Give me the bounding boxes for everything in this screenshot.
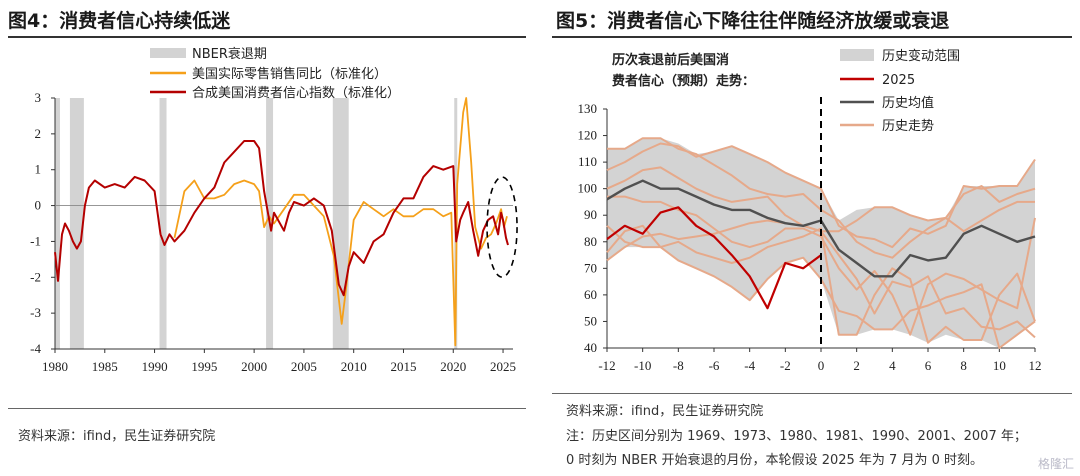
left-ytick-label: -4 (30, 341, 41, 356)
left-xtick-label: 1985 (92, 359, 118, 374)
right-plot-area: 40 50 60 70 80 90 100 110 120 130 -12 -10 -8 -6 -4 -2 0 2… (578, 97, 1042, 373)
left-xtick-label: 2005 (291, 359, 317, 374)
legend-label-range: 历史变动范围 (882, 48, 960, 64)
right-ytick-label: 50 (584, 313, 597, 328)
left-xtick-label: 2010 (341, 359, 367, 374)
left-title-rule (8, 36, 526, 38)
history-line-4 (607, 195, 1036, 336)
right-ytick-label: 100 (578, 181, 598, 196)
right-xtick-label: -12 (598, 358, 615, 373)
legend-label-2025: 2025 (882, 73, 915, 88)
legend-label-retail: 美国实际零售销售同比（标准化） (192, 66, 387, 82)
left-xtick-label: 1980 (42, 359, 68, 374)
right-chart: 历次衰退前后美国消 费者信心（预期）走势： 历史变动范围 2025 历史均值 历… (578, 48, 1042, 373)
left-xtick-label: 1990 (142, 359, 168, 374)
left-xtick-label: 2015 (390, 359, 416, 374)
left-plot-area: -4 -3 -2 -1 0 1 2 3 1980 1985 1990 1995 2000 2005 2010… (30, 90, 518, 374)
right-annotation-line1: 历次衰退前后美国消 (612, 52, 729, 68)
right-legend: 历史变动范围 2025 历史均值 历史走势 (840, 48, 960, 134)
left-xtick-label: 2020 (440, 359, 466, 374)
legend-label-average: 历史均值 (882, 95, 934, 111)
recession-bar-0 (55, 98, 60, 349)
right-ytick-label: 40 (584, 340, 597, 355)
legend-swatch-recession (150, 48, 186, 58)
right-note-line2: 0 时刻为 NBER 开始衰退的月份，本轮假设 2025 年为 7 月为 0 时… (566, 453, 983, 468)
right-xtick-label: 12 (1029, 358, 1042, 373)
right-note-line1: 注：历史区间分别为 1969、1973、1980、1981、1990、2001、… (566, 429, 1027, 444)
right-ytick-label: 120 (578, 128, 598, 143)
right-xtick-label: 4 (889, 358, 896, 373)
history-line-1 (606, 142, 1036, 249)
left-ytick-label: -2 (30, 269, 41, 284)
right-title-rule (552, 36, 1072, 38)
right-xtick-label: -6 (709, 358, 720, 373)
highlight-ellipse (486, 176, 518, 278)
left-ytick-label: 1 (35, 162, 42, 177)
left-xtick-label: 2025 (490, 359, 516, 374)
legend-label-recession: NBER衰退期 (192, 46, 267, 62)
right-ytick-label: 60 (584, 287, 597, 302)
right-annotation-line2: 费者信心（预期）走势： (612, 73, 755, 89)
recession-bar-2 (159, 98, 167, 349)
right-ytick-label: 110 (578, 154, 597, 169)
right-ytick-label: 130 (578, 101, 598, 116)
right-source: 资料来源：ifind，民生证券研究院 (566, 404, 764, 419)
left-source: 资料来源：ifind，民生证券研究院 (18, 429, 216, 444)
left-ytick-label: 3 (35, 90, 42, 105)
left-ytick-label: 0 (35, 198, 42, 213)
left-panel-title: 图4：消费者信心持续低迷 (8, 10, 231, 32)
left-bottom-rule (8, 408, 526, 409)
right-ytick-label: 80 (584, 234, 597, 249)
right-ytick-label: 90 (584, 207, 597, 222)
watermark: 格隆汇 (1037, 457, 1074, 471)
legend-swatch-range (840, 49, 874, 61)
left-xtick-label: 2000 (241, 359, 267, 374)
history-line-3 (606, 225, 1036, 344)
left-chart: NBER衰退期 美国实际零售销售同比（标准化） 合成美国消费者信心指数（标准化）… (30, 46, 518, 374)
right-xtick-label: -2 (780, 358, 791, 373)
confidence-line (54, 140, 509, 297)
right-xtick-label: 8 (960, 358, 967, 373)
legend-label-history: 历史走势 (882, 118, 934, 134)
legend-label-confidence: 合成美国消费者信心指数（标准化） (192, 86, 400, 101)
left-ytick-label: 2 (35, 126, 42, 141)
left-xtick-label: 1995 (191, 359, 217, 374)
right-xtick-label: -4 (744, 358, 755, 373)
right-xtick-label: 10 (993, 358, 1006, 373)
right-xtick-label: 6 (925, 358, 932, 373)
left-ytick-label: -1 (30, 233, 41, 248)
line-2025 (606, 206, 822, 310)
right-ytick-label: 70 (584, 260, 597, 275)
right-xtick-label: 0 (818, 358, 825, 373)
left-legend: NBER衰退期 美国实际零售销售同比（标准化） 合成美国消费者信心指数（标准化） (150, 46, 400, 101)
right-xtick-label: 2 (853, 358, 860, 373)
retail-sales-line (173, 97, 508, 347)
left-ytick-label: -3 (30, 305, 41, 320)
right-bottom-rule (552, 393, 1072, 394)
recession-bar-1 (69, 98, 84, 349)
right-panel-title: 图5：消费者信心下降往往伴随经济放缓或衰退 (556, 10, 950, 32)
right-xtick-label: -10 (634, 358, 651, 373)
right-xtick-label: -8 (673, 358, 684, 373)
